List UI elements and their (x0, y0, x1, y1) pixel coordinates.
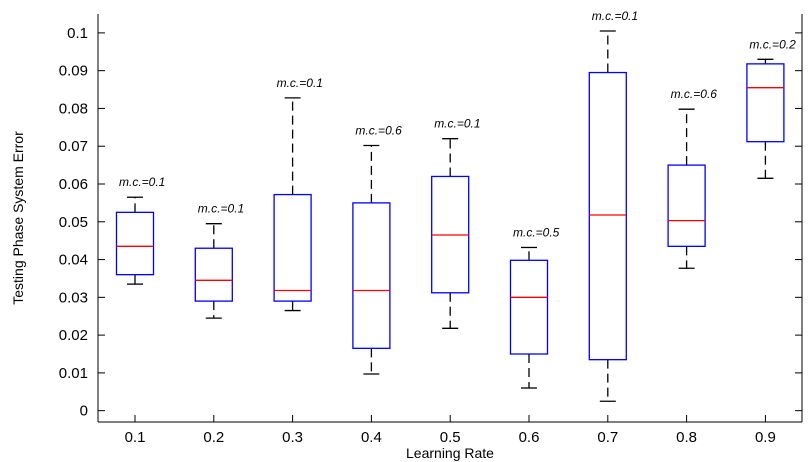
annotation-label: m.c.=0.1 (592, 9, 638, 23)
y-tick-label: 0.1 (67, 25, 88, 42)
annotation-label: m.c.=0.5 (513, 225, 560, 239)
x-tick-label: 0.4 (361, 429, 382, 446)
plot-area: m.c.=0.1 m.c.=0.1 m.c.=0.1 m.c.=0.6 m.c.=0.1… (59, 9, 803, 446)
x-tick-label: 0.6 (519, 429, 540, 446)
y-tick-label: 0.06 (59, 176, 88, 193)
y-tick-label: 0.01 (59, 365, 88, 382)
box (115, 211, 155, 276)
y-tick-label: 0.03 (59, 289, 88, 306)
x-tick-label: 0.7 (597, 429, 618, 446)
x-tick-label: 0.3 (282, 429, 303, 446)
box (352, 202, 391, 349)
box (746, 63, 785, 143)
annotation-label: m.c.=0.6 (671, 87, 718, 101)
y-axis-label: Testing Phase System Error (10, 131, 26, 305)
x-tick-label: 0.1 (125, 429, 146, 446)
y-tick-label: 0.08 (59, 100, 88, 117)
x-tick-label: 0.2 (203, 429, 224, 446)
annotation-label: m.c.=0.6 (355, 123, 402, 137)
y-tick-label: 0.02 (59, 327, 88, 344)
x-tick-label: 0.8 (676, 429, 697, 446)
y-tick-label: 0.07 (59, 138, 88, 155)
y-tick-label: 0 (80, 403, 88, 420)
annotation-label: m.c.=0.1 (277, 76, 323, 90)
annotation-label: m.c.=0.1 (198, 202, 244, 216)
x-tick-label: 0.9 (755, 429, 776, 446)
annotation-label: m.c.=0.1 (119, 175, 165, 189)
x-tick-label: 0.5 (440, 429, 461, 446)
y-tick-label: 0.04 (59, 252, 88, 269)
annotation-label: m.c.=0.1 (434, 117, 480, 131)
box (194, 247, 233, 302)
box (667, 164, 706, 247)
x-axis-label: Learning Rate (406, 445, 494, 461)
annotation-label: m.c.=0.2 (749, 37, 796, 51)
y-tick-label: 0.05 (59, 214, 88, 231)
box (588, 71, 627, 361)
box (509, 259, 549, 355)
y-tick-label: 0.09 (59, 63, 88, 80)
box (273, 193, 312, 302)
